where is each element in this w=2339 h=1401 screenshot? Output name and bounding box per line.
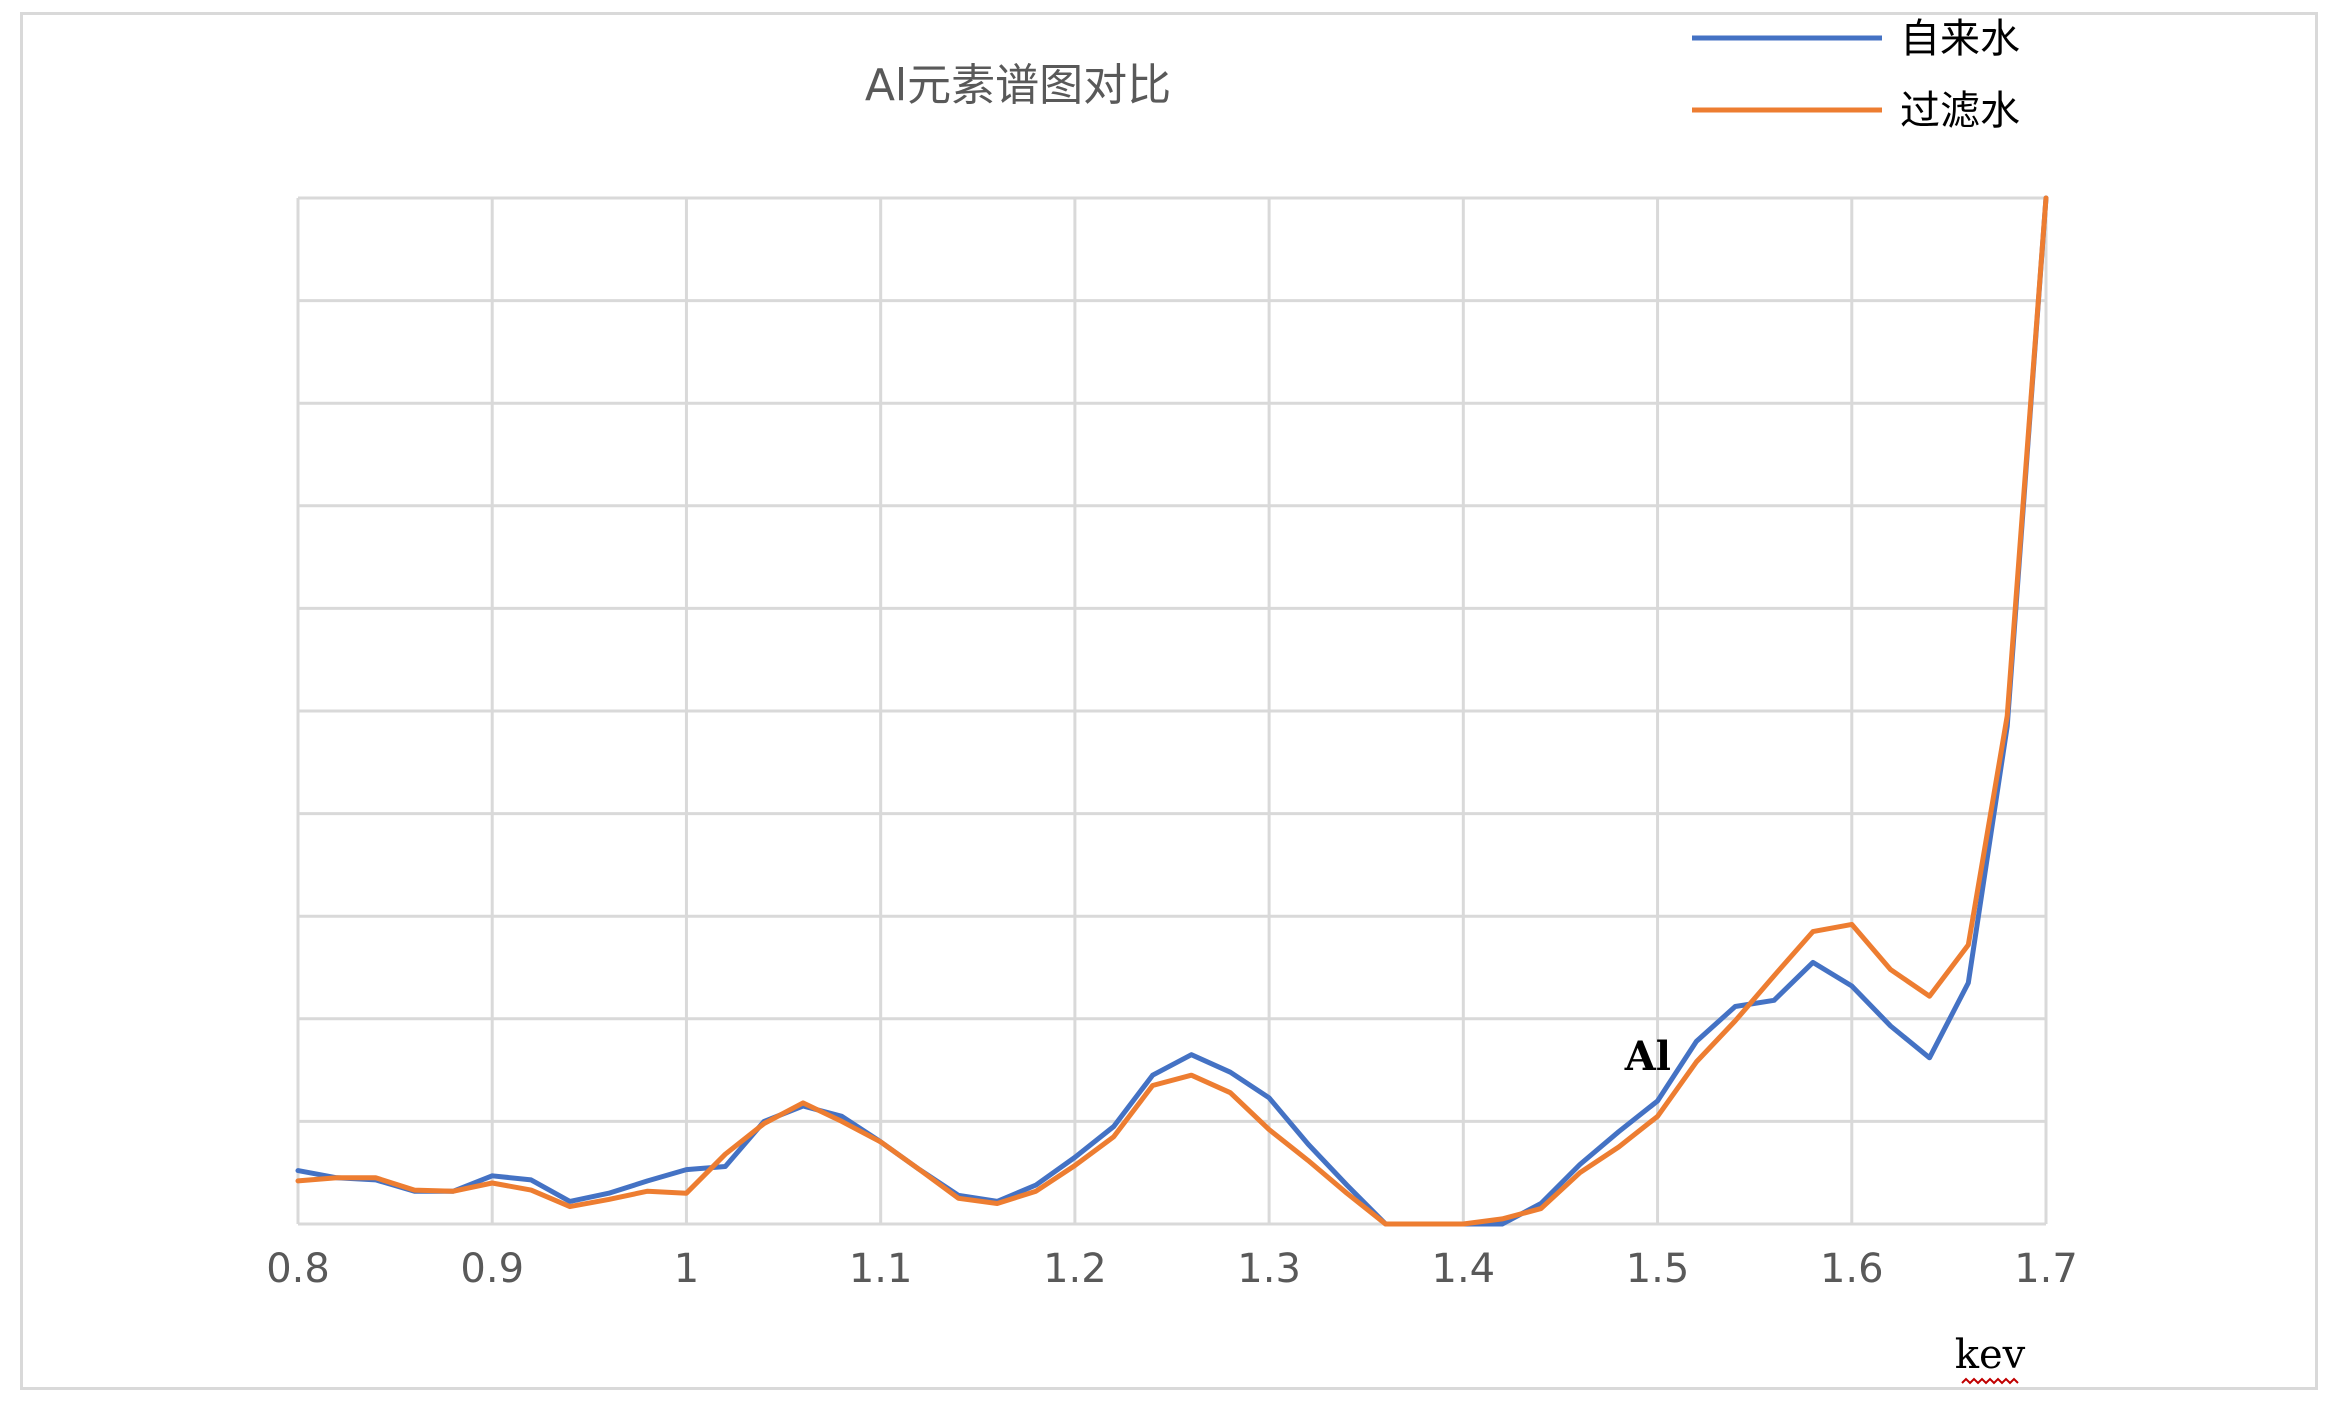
series-line-1 xyxy=(295,195,2049,1227)
legend-label-0: 自来水 xyxy=(1900,16,2020,62)
series-line-0 xyxy=(295,195,2049,1227)
x-tick-labels: 0.8 0.9 1 1.1 1.2 1.3 1.4 1.5 1.6 1.7 xyxy=(266,1246,2078,1292)
x-tick-label: 1.5 xyxy=(1626,1246,1690,1292)
x-tick-label: 1.3 xyxy=(1237,1246,1301,1292)
spellcheck-underline xyxy=(1961,1377,2019,1385)
x-tick-label: 1.6 xyxy=(1820,1246,1884,1292)
annotation-al: Al xyxy=(1624,1033,1671,1080)
x-tick-label: 1.4 xyxy=(1432,1246,1496,1292)
x-tick-label: 1.2 xyxy=(1043,1246,1107,1292)
legend-label-1: 过滤水 xyxy=(1900,88,2020,134)
x-tick-label: 1.7 xyxy=(2014,1246,2078,1292)
chart-frame xyxy=(20,12,2318,1390)
x-tick-label: 1.1 xyxy=(849,1246,913,1292)
x-tick-label: 0.9 xyxy=(460,1246,524,1292)
x-tick-label: 0.8 xyxy=(266,1246,330,1292)
series-lines xyxy=(295,195,2049,1227)
chart-title: Al元素谱图对比 xyxy=(865,60,1171,111)
x-axis-label: kev xyxy=(1955,1332,2026,1378)
x-tick-label: 1 xyxy=(674,1246,699,1292)
gridlines xyxy=(296,196,2048,1226)
